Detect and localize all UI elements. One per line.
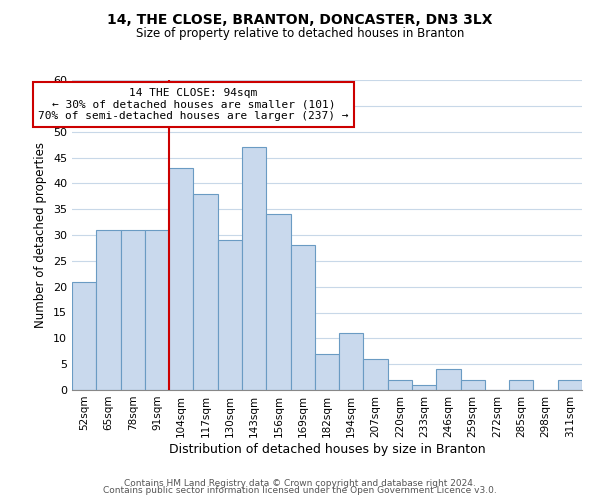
Bar — [436, 370, 461, 390]
Bar — [169, 168, 193, 390]
Bar — [461, 380, 485, 390]
Bar — [96, 230, 121, 390]
Text: 14, THE CLOSE, BRANTON, DONCASTER, DN3 3LX: 14, THE CLOSE, BRANTON, DONCASTER, DN3 3… — [107, 12, 493, 26]
Text: Contains public sector information licensed under the Open Government Licence v3: Contains public sector information licen… — [103, 486, 497, 495]
Bar — [364, 359, 388, 390]
Bar — [218, 240, 242, 390]
Bar — [558, 380, 582, 390]
Text: 14 THE CLOSE: 94sqm
← 30% of detached houses are smaller (101)
70% of semi-detac: 14 THE CLOSE: 94sqm ← 30% of detached ho… — [38, 88, 349, 121]
Bar — [242, 147, 266, 390]
Bar — [193, 194, 218, 390]
Bar — [509, 380, 533, 390]
Bar — [315, 354, 339, 390]
Bar — [72, 282, 96, 390]
Bar — [388, 380, 412, 390]
Bar — [290, 246, 315, 390]
Text: Size of property relative to detached houses in Branton: Size of property relative to detached ho… — [136, 28, 464, 40]
Y-axis label: Number of detached properties: Number of detached properties — [34, 142, 47, 328]
Bar — [121, 230, 145, 390]
Bar — [145, 230, 169, 390]
Text: Contains HM Land Registry data © Crown copyright and database right 2024.: Contains HM Land Registry data © Crown c… — [124, 478, 476, 488]
Bar — [412, 385, 436, 390]
X-axis label: Distribution of detached houses by size in Branton: Distribution of detached houses by size … — [169, 442, 485, 456]
Bar — [266, 214, 290, 390]
Bar — [339, 333, 364, 390]
